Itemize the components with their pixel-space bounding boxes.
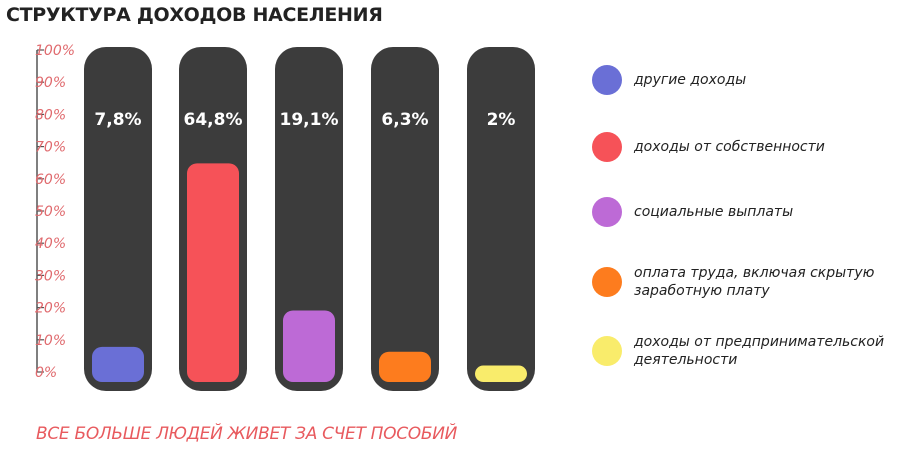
chart-title: СТРУКТУРА ДОХОДОВ НАСЕЛЕНИЯ bbox=[6, 4, 383, 26]
legend-item-property-income: доходы от собственности bbox=[592, 132, 900, 162]
legend-item-wages: оплата труда, включая скрытую заработную… bbox=[592, 264, 900, 300]
bar-value-label: 2% bbox=[487, 110, 516, 130]
y-tick-label: 20% bbox=[35, 301, 66, 317]
y-tick-label: 100% bbox=[35, 43, 75, 59]
bar-track bbox=[275, 47, 343, 391]
bar-value-label: 19,1% bbox=[280, 110, 339, 130]
legend-item-social-payments: социальные выплаты bbox=[592, 197, 900, 227]
bar-value-label: 64,8% bbox=[184, 110, 243, 130]
legend-swatch bbox=[592, 336, 622, 366]
y-tick-label: 0% bbox=[35, 365, 57, 381]
bar-track bbox=[84, 47, 152, 391]
bar-fill bbox=[92, 346, 144, 382]
legend-swatch bbox=[592, 197, 622, 227]
y-tick-label: 70% bbox=[35, 140, 66, 156]
bar-track bbox=[467, 47, 535, 391]
bar-track bbox=[371, 47, 439, 391]
y-tick-label: 10% bbox=[35, 333, 66, 349]
bar-fill bbox=[187, 163, 239, 382]
legend-item-business-income: доходы от предпринимательской деятельнос… bbox=[592, 333, 900, 369]
legend-swatch bbox=[592, 267, 622, 297]
y-tick-label: 80% bbox=[35, 107, 66, 123]
bar-fill bbox=[379, 351, 431, 382]
y-tick-label: 60% bbox=[35, 172, 66, 188]
legend-label: доходы от предпринимательской деятельнос… bbox=[634, 334, 885, 368]
bar-fill bbox=[283, 310, 335, 382]
y-tick-label: 40% bbox=[35, 236, 66, 252]
bar-value-label: 7,8% bbox=[94, 110, 141, 130]
bar-value-label: 6,3% bbox=[381, 110, 428, 130]
legend-swatch bbox=[592, 132, 622, 162]
legend-label: оплата труда, включая скрытую заработную… bbox=[634, 265, 875, 299]
legend-label: социальные выплаты bbox=[634, 204, 794, 220]
y-tick-label: 30% bbox=[35, 268, 66, 284]
y-tick-label: 50% bbox=[35, 204, 66, 220]
y-tick-label: 90% bbox=[35, 75, 66, 91]
bar-fill bbox=[475, 365, 527, 382]
legend-label: доходы от собственности bbox=[634, 139, 825, 155]
legend-swatch bbox=[592, 65, 622, 95]
footer-caption: ВСЕ БОЛЬШЕ ЛЮДЕЙ ЖИВЕТ ЗА СЧЕТ ПОСОБИЙ bbox=[36, 424, 458, 444]
legend-label: другие доходы bbox=[634, 72, 747, 88]
legend-item-other-income: другие доходы bbox=[592, 65, 900, 95]
